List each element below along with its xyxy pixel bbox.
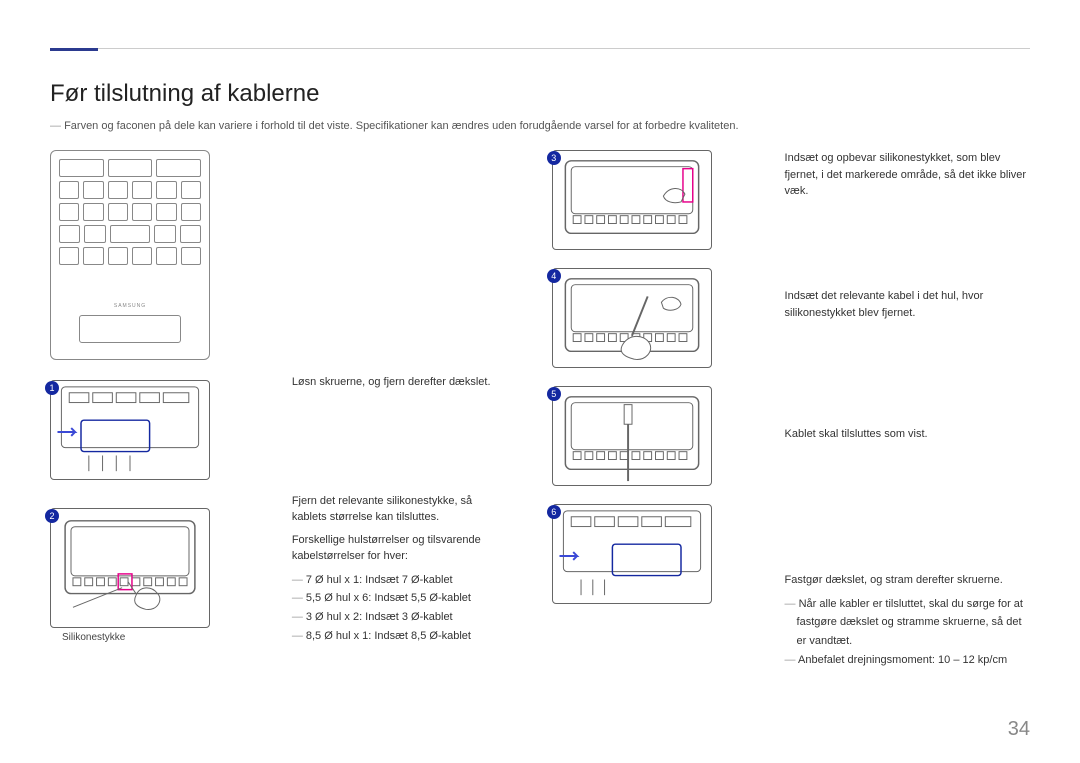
step6-bullets: Når alle kabler er tilsluttet, skal du s… (785, 595, 1030, 670)
step4-badge: 4 (547, 269, 561, 283)
step2-figure: 2 (50, 508, 210, 628)
step5-text: Kablet skal tilsluttes som vist. (785, 426, 1030, 443)
step1-badge: 1 (45, 381, 59, 395)
step5-badge: 5 (547, 387, 561, 401)
step1-text: Løsn skruerne, og fjern derefter dækslet… (292, 374, 492, 391)
product-rear-diagram: SAMSUNG (50, 150, 210, 360)
step3-badge: 3 (547, 151, 561, 165)
step2-badge: 2 (45, 509, 59, 523)
step6-figure: 6 (552, 504, 712, 604)
top-accent (50, 48, 98, 51)
step1-figure: 1 (50, 380, 210, 480)
right-text: Indsæt og opbevar silikonestykket, som b… (785, 150, 1030, 697)
page-title: Før tilslutning af kablerne (50, 80, 1030, 108)
spec-note: Farven og faconen på dele kan variere i … (50, 120, 1030, 132)
step2-bullet: 3 Ø hul x 2: Indsæt 3 Ø-kablet (304, 608, 492, 627)
top-rule (50, 48, 1030, 49)
left-text: Løsn skruerne, og fjern derefter dækslet… (292, 150, 492, 697)
step2-bullet: 8,5 Ø hul x 1: Indsæt 8,5 Ø-kablet (304, 627, 492, 646)
brand-text: SAMSUNG (51, 303, 209, 309)
cover-box (79, 315, 181, 343)
step2-bullets: 7 Ø hul x 1: Indsæt 7 Ø-kablet 5,5 Ø hul… (292, 571, 492, 646)
step6-bullet: Når alle kabler er tilsluttet, skal du s… (797, 595, 1030, 651)
content-grid: SAMSUNG 1 (50, 150, 1030, 697)
step5-figure: 5 (552, 386, 712, 486)
step6-text: Fastgør dækslet, og stram derefter skrue… (785, 572, 1030, 589)
left-figures: SAMSUNG 1 (50, 150, 232, 697)
page-content: Før tilslutning af kablerne Farven og fa… (0, 0, 1080, 727)
step3-figure: 3 (552, 150, 712, 250)
step6-badge: 6 (547, 505, 561, 519)
step2-bullet: 7 Ø hul x 1: Indsæt 7 Ø-kablet (304, 571, 492, 590)
step2-text2: Forskellige hulstørrelser og tilsvarende… (292, 532, 492, 565)
step2-bullet: 5,5 Ø hul x 6: Indsæt 5,5 Ø-kablet (304, 589, 492, 608)
step2-text: Fjern det relevante silikonestykke, så k… (292, 493, 492, 526)
step2-fig-label: Silikonestykke (62, 632, 232, 643)
page-number: 34 (1008, 718, 1030, 741)
step4-text: Indsæt det relevante kabel i det hul, hv… (785, 288, 1030, 321)
step3-text: Indsæt og opbevar silikonestykket, som b… (785, 150, 1030, 200)
step6-bullet: Anbefalet drejningsmoment: 10 – 12 kp/cm (797, 651, 1030, 670)
step4-figure: 4 (552, 268, 712, 368)
mid-figures: 3 4 (552, 150, 725, 697)
